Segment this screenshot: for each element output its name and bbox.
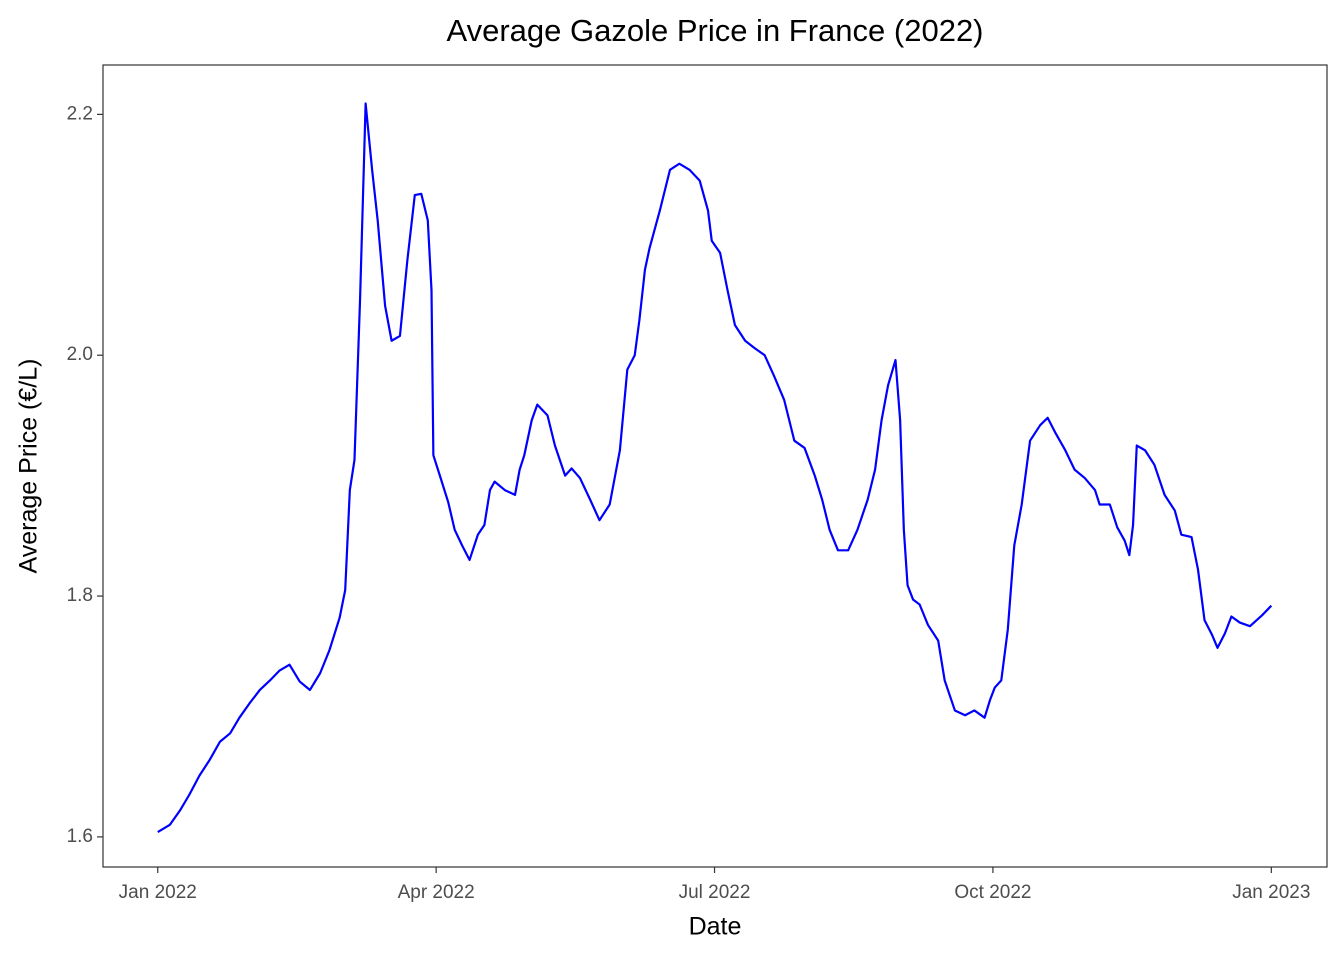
line-series (157, 102, 1273, 834)
x-tick-label: Jan 2023 (1232, 882, 1310, 903)
y-tick-label: 1.8 (67, 585, 93, 606)
x-tick-label: Oct 2022 (954, 882, 1031, 903)
x-axis-title: Date (689, 913, 742, 941)
x-tick-label: Jan 2022 (119, 882, 197, 903)
y-tick-label: 1.6 (67, 826, 93, 847)
y-tick-label: 2.0 (67, 344, 93, 365)
chart-title: Average Gazole Price in France (2022) (446, 13, 983, 48)
y-axis-title: Average Price (€/L) (15, 359, 43, 574)
x-tick-label: Jul 2022 (679, 882, 751, 903)
y-tick-label: 2.2 (67, 103, 93, 124)
plot-border (102, 64, 1328, 868)
x-tick-label: Apr 2022 (398, 882, 475, 903)
